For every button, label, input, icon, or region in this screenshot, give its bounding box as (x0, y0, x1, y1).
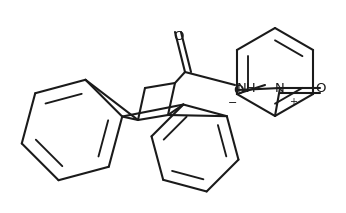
Text: +: + (289, 97, 297, 107)
Text: O: O (315, 82, 325, 95)
Text: N: N (275, 82, 285, 95)
Text: O: O (173, 30, 183, 43)
Text: O: O (233, 83, 243, 96)
Text: −: − (228, 98, 238, 108)
Text: NH: NH (237, 82, 257, 95)
